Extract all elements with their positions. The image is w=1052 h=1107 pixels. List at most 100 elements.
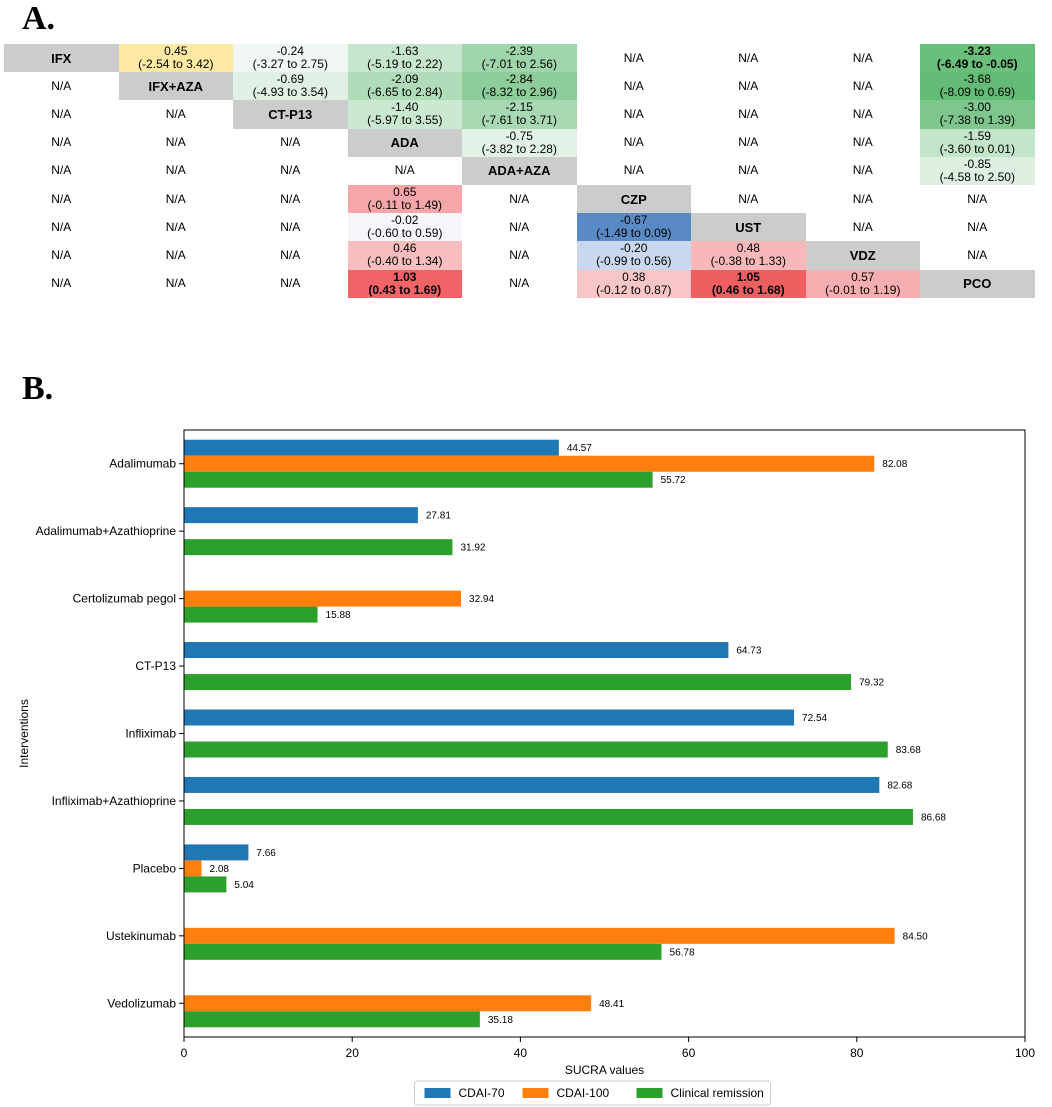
cell-estimate: N/A bbox=[51, 247, 72, 262]
cell-estimate: 0.38 bbox=[622, 269, 646, 284]
cell-estimate: 0.65 bbox=[393, 185, 417, 200]
league-na-cell: N/A bbox=[233, 185, 348, 213]
league-diagonal-cell: ADA bbox=[347, 128, 462, 157]
cell-estimate: N/A bbox=[509, 219, 530, 234]
x-tick-label: 20 bbox=[346, 1046, 360, 1060]
legend-label: Clinical remission bbox=[671, 1086, 764, 1100]
bar bbox=[184, 776, 880, 793]
cell-estimate: -0.20 bbox=[620, 241, 648, 256]
cell-interval: (-5.97 to 3.55) bbox=[367, 113, 443, 128]
league-effect-cell: -1.63 (-5.19 to 2.22) bbox=[347, 44, 462, 73]
league-na-cell: N/A bbox=[119, 157, 234, 185]
data-label: 44.57 bbox=[567, 443, 592, 454]
cell-estimate: N/A bbox=[51, 276, 72, 291]
league-na-cell: N/A bbox=[577, 44, 692, 72]
league-effect-cell: -0.02 (-0.60 to 0.59) bbox=[347, 213, 462, 242]
data-label: 64.73 bbox=[736, 646, 761, 657]
league-na-cell: N/A bbox=[806, 44, 921, 72]
cell-estimate: N/A bbox=[738, 50, 759, 65]
league-effect-cell: -3.68 (-8.09 to 0.69) bbox=[920, 72, 1035, 101]
bar bbox=[184, 507, 418, 524]
league-na-cell: N/A bbox=[920, 185, 1035, 213]
league-effect-cell: -2.15 (-7.61 to 3.71) bbox=[462, 100, 577, 129]
league-na-cell: N/A bbox=[233, 241, 348, 269]
league-effect-cell: -0.85 (-4.58 to 2.50) bbox=[920, 156, 1035, 185]
league-effect-cell: -0.67 (-1.49 to 0.09) bbox=[576, 213, 691, 242]
league-effect-cell: 0.38 (-0.12 to 0.87) bbox=[576, 269, 691, 298]
y-axis-title: Interventions bbox=[17, 699, 31, 768]
bar bbox=[184, 741, 888, 758]
league-row: N/A IFX+AZA -0.69 (-4.93 to 3.54) -2.09 (-6.6… bbox=[4, 72, 1035, 101]
data-label: 35.18 bbox=[488, 1015, 513, 1026]
cell-estimate: CZP bbox=[620, 191, 647, 207]
league-diagonal-cell: CT-P13 bbox=[233, 100, 348, 129]
league-row: IFX 0.45 (-2.54 to 3.42) -0.24 (-3.27 to 2.7… bbox=[4, 44, 1035, 73]
league-effect-cell: -1.40 (-5.97 to 3.55) bbox=[347, 100, 462, 129]
league-na-cell: N/A bbox=[4, 185, 119, 213]
cell-interval: (-4.58 to 2.50) bbox=[939, 169, 1015, 184]
league-na-cell: N/A bbox=[4, 129, 119, 157]
league-na-cell: N/A bbox=[806, 72, 921, 100]
data-label: 86.68 bbox=[921, 812, 946, 823]
cell-interval: (-6.65 to 2.84) bbox=[367, 85, 443, 100]
cell-estimate: N/A bbox=[852, 50, 873, 65]
cell-interval: (-3.82 to 2.28) bbox=[481, 141, 557, 156]
legend-swatch bbox=[522, 1088, 549, 1098]
cell-interval: (-8.09 to 0.69) bbox=[939, 85, 1015, 100]
cell-estimate: N/A bbox=[509, 191, 530, 206]
bar bbox=[184, 642, 729, 659]
league-na-cell: N/A bbox=[119, 270, 234, 298]
cell-estimate: N/A bbox=[967, 219, 988, 234]
league-row: N/A N/A N/A 0.46 (-0.40 to 1.34) N/A -0.20 (-0.… bbox=[4, 241, 1035, 270]
league-row: N/A N/A CT-P13 -1.40 (-5.97 to 3.55) -2.15 (-7… bbox=[4, 100, 1035, 129]
cell-interval: (0.46 to 1.68) bbox=[711, 282, 785, 297]
data-label: 79.32 bbox=[859, 678, 884, 689]
legend-label: CDAI-100 bbox=[557, 1086, 610, 1100]
league-na-cell: N/A bbox=[4, 100, 119, 128]
cell-estimate: N/A bbox=[852, 78, 873, 93]
league-effect-cell: 1.05 (0.46 to 1.68) bbox=[691, 269, 806, 298]
data-label: 31.92 bbox=[460, 543, 485, 554]
cell-estimate: -0.02 bbox=[391, 213, 419, 228]
league-na-cell: N/A bbox=[233, 213, 348, 241]
bar bbox=[184, 455, 875, 472]
cell-estimate: N/A bbox=[165, 276, 186, 291]
cell-interval: (-7.38 to 1.39) bbox=[939, 113, 1015, 128]
cell-interval: (-3.60 to 0.01) bbox=[939, 141, 1015, 156]
league-na-cell: N/A bbox=[806, 213, 921, 241]
data-label: 15.88 bbox=[326, 610, 351, 621]
cell-interval: (-8.32 to 2.96) bbox=[481, 85, 557, 100]
league-na-cell: N/A bbox=[233, 129, 348, 157]
league-effect-cell: 0.46 (-0.40 to 1.34) bbox=[347, 241, 462, 270]
x-tick-label: 0 bbox=[181, 1046, 188, 1060]
league-effect-cell: -0.20 (-0.99 to 0.56) bbox=[576, 241, 691, 270]
bar bbox=[184, 439, 559, 456]
cell-estimate: N/A bbox=[623, 163, 644, 178]
league-na-cell: N/A bbox=[806, 129, 921, 157]
league-na-cell: N/A bbox=[119, 241, 234, 269]
league-na-cell: N/A bbox=[691, 157, 806, 185]
bar bbox=[184, 590, 462, 607]
league-effect-cell: 1.03 (0.43 to 1.69) bbox=[347, 269, 462, 298]
league-row: N/A N/A N/A ADA -0.75 (-3.82 to 2.28) N/A N/A N/… bbox=[4, 128, 1035, 157]
league-na-cell: N/A bbox=[920, 241, 1035, 269]
panel-a-label: A. bbox=[22, 0, 56, 37]
cell-estimate: N/A bbox=[280, 276, 301, 291]
cell-estimate: N/A bbox=[165, 135, 186, 150]
league-effect-cell: -1.59 (-3.60 to 0.01) bbox=[920, 128, 1035, 157]
x-tick-label: 80 bbox=[850, 1046, 864, 1060]
data-label: 48.41 bbox=[599, 999, 624, 1010]
league-effect-cell: -0.24 (-3.27 to 2.75) bbox=[233, 44, 348, 73]
cell-estimate: N/A bbox=[51, 78, 72, 93]
cell-estimate: N/A bbox=[280, 163, 301, 178]
bar bbox=[184, 860, 202, 877]
bar bbox=[184, 943, 662, 960]
league-na-cell: N/A bbox=[577, 100, 692, 128]
x-tick-label: 100 bbox=[1015, 1046, 1035, 1060]
bar bbox=[184, 927, 895, 944]
league-na-cell: N/A bbox=[691, 185, 806, 213]
cell-estimate: N/A bbox=[51, 219, 72, 234]
cell-estimate: N/A bbox=[852, 135, 873, 150]
cell-estimate: -1.59 bbox=[963, 128, 991, 143]
cell-estimate: -0.85 bbox=[963, 156, 991, 171]
